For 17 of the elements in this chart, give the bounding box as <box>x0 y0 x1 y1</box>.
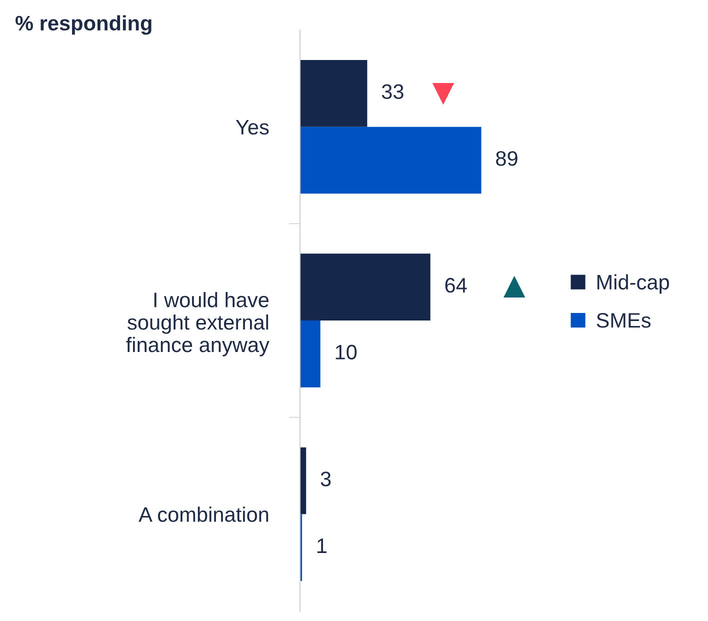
data-label: 10 <box>336 344 357 360</box>
bar <box>300 60 368 127</box>
bar <box>300 447 306 514</box>
y-tick-label: A combination <box>138 506 268 522</box>
data-label: 89 <box>496 151 518 166</box>
legend-label: Mid-cap <box>597 274 669 294</box>
data-label: 33 <box>382 84 404 100</box>
bar <box>300 126 482 194</box>
bar <box>300 320 320 388</box>
data-label: 64 <box>445 278 467 293</box>
bar <box>300 254 430 320</box>
text: % responding <box>16 15 152 35</box>
y-tick-label: I would have sought external finance anyway <box>126 292 270 356</box>
y-tick-label: Yes <box>236 120 269 135</box>
legend-label: SMEs <box>596 312 651 328</box>
data-label: 1 <box>318 538 326 553</box>
data-label: 3 <box>320 472 331 486</box>
